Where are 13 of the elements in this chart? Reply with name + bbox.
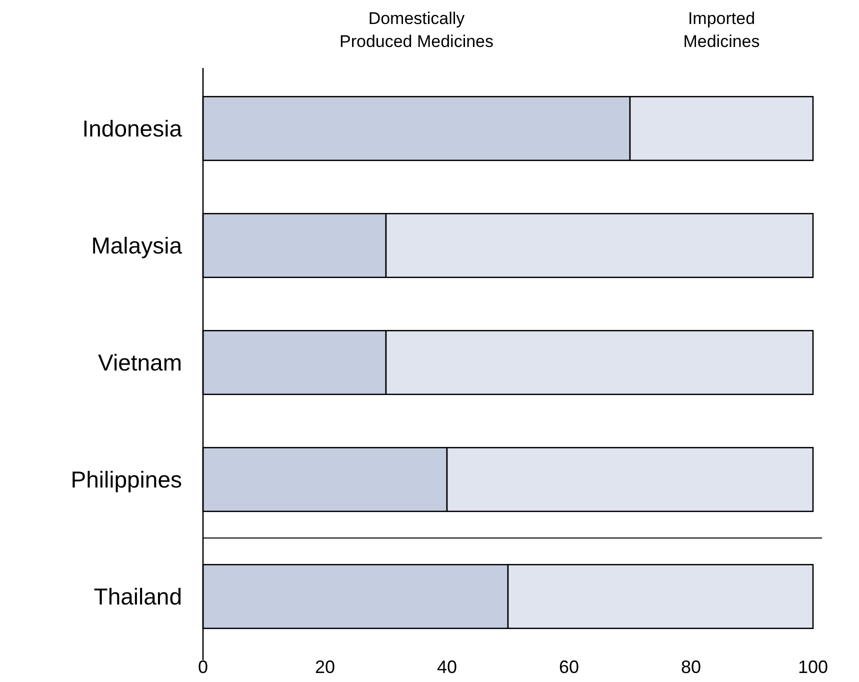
x-tick-label: 0: [198, 657, 208, 677]
y-tick-label: Philippines: [70, 466, 182, 493]
x-tick-label: 40: [436, 657, 458, 677]
text: Domestically Produced Medicines: [339, 9, 494, 51]
x-tick-label: 60: [558, 657, 580, 677]
x-tick-label: 20: [314, 657, 336, 677]
y-tick-label: Thailand: [94, 584, 182, 610]
y-tick-label: Indonesia: [82, 116, 182, 142]
x-tick-label: 100: [798, 657, 828, 677]
y-tick-label: Vietnam: [98, 350, 182, 376]
x-tick-label: 80: [680, 657, 702, 677]
y-tick-label: Malaysia: [91, 232, 182, 259]
text: Imported Medicines: [683, 9, 760, 51]
